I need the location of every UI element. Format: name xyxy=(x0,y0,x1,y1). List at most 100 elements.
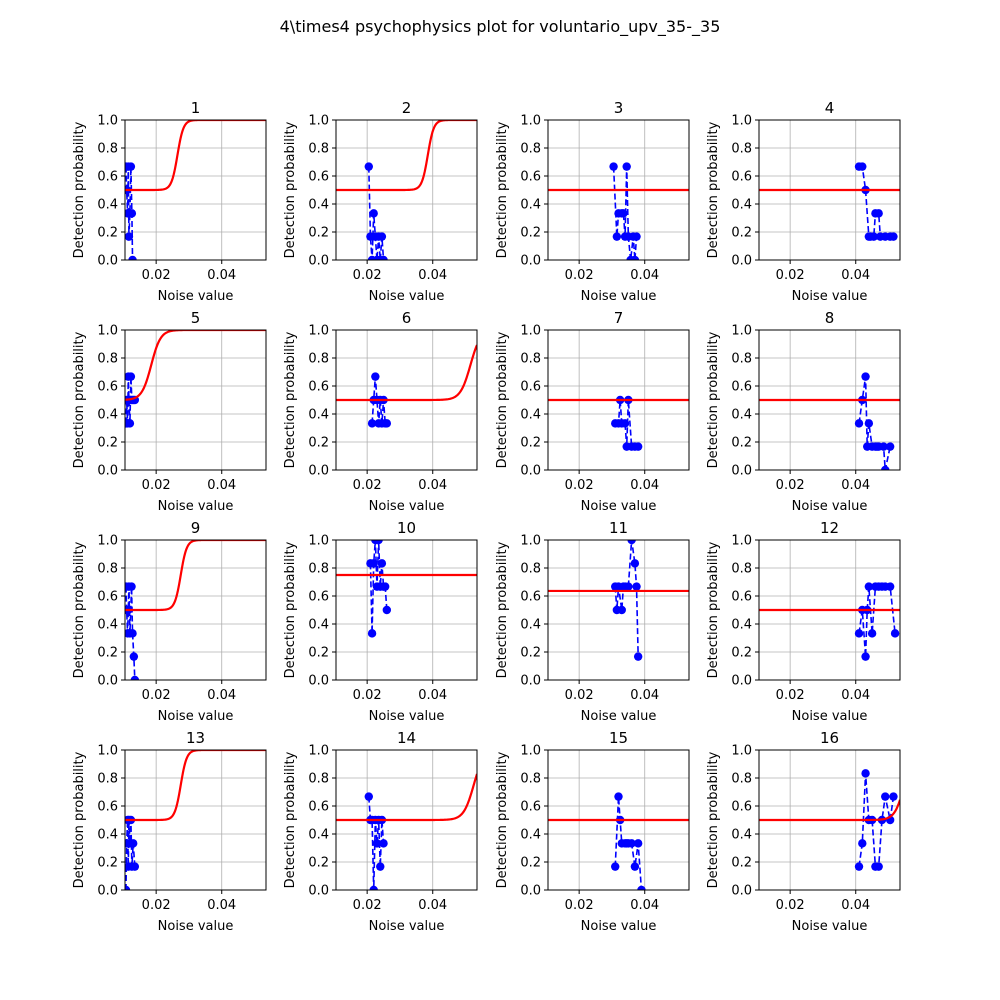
observed-data-point xyxy=(630,862,640,871)
x-axis-label: Noise value xyxy=(158,919,234,934)
y-axis-label: Detection probability xyxy=(283,331,298,468)
subplot-14: 0.0 0.2 0.4 0.6 0.8 1.0 0.02 0.04 Noise value Det… xyxy=(283,729,478,934)
observed-data-point xyxy=(612,232,622,241)
y-tick-label: 0.2 xyxy=(520,436,541,451)
observed-data-point xyxy=(609,162,618,171)
observed-data-point xyxy=(382,419,392,428)
x-axis-label: Noise value xyxy=(581,289,657,304)
y-tick-label: 0.8 xyxy=(731,142,752,157)
observed-data-point xyxy=(130,675,140,680)
plot-area xyxy=(336,540,477,638)
subplot-13: 0.0 0.2 0.4 0.6 0.8 1.0 0.02 0.04 Noise value Det… xyxy=(72,729,267,934)
y-tick-label: 0.0 xyxy=(520,464,541,479)
plot-area xyxy=(548,162,689,260)
y-axis-label: Detection probability xyxy=(72,331,87,468)
x-tick-label: 0.04 xyxy=(630,478,659,493)
plot-area xyxy=(548,792,689,890)
observed-series-line xyxy=(612,166,638,260)
observed-data-point xyxy=(874,862,883,871)
plot-area xyxy=(759,372,900,470)
subplot-title: 7 xyxy=(614,309,624,327)
observed-data-point xyxy=(376,862,385,871)
x-tick-label: 0.04 xyxy=(630,268,659,283)
subplot-title: 8 xyxy=(825,309,835,327)
axes-frame xyxy=(335,119,478,261)
y-axis-label: Detection probability xyxy=(706,121,721,258)
axes-frame xyxy=(124,119,267,261)
observed-data-point xyxy=(129,652,139,661)
subplot-7: 0.0 0.2 0.4 0.6 0.8 1.0 0.02 0.04 Noise value Det… xyxy=(495,309,690,514)
y-tick-label: 0.0 xyxy=(308,254,329,269)
x-tick-label: 0.04 xyxy=(841,688,870,703)
y-tick-label: 1.0 xyxy=(731,744,752,759)
y-tick-label: 0.4 xyxy=(308,618,329,633)
observed-data-point xyxy=(128,629,137,638)
x-tick-label: 0.04 xyxy=(841,268,870,283)
y-tick-label: 0.4 xyxy=(520,408,541,423)
y-tick-label: 1.0 xyxy=(97,744,118,759)
y-tick-label: 0.0 xyxy=(520,674,541,689)
subplot-11: 0.0 0.2 0.4 0.6 0.8 1.0 0.02 0.04 Noise value Det… xyxy=(495,519,690,724)
observed-data-point xyxy=(854,419,864,428)
y-tick-label: 0.6 xyxy=(520,800,541,815)
x-axis-label: Noise value xyxy=(369,709,445,724)
y-tick-label: 0.2 xyxy=(97,436,118,451)
subplot-6: 0.0 0.2 0.4 0.6 0.8 1.0 0.02 0.04 Noise value Det… xyxy=(283,309,478,514)
y-tick-label: 0.8 xyxy=(97,772,118,787)
x-axis-label: Noise value xyxy=(158,709,234,724)
observed-data-point xyxy=(885,442,895,451)
subplot-10: 0.0 0.2 0.4 0.6 0.8 1.0 0.02 0.04 Noise value Det… xyxy=(283,519,478,724)
y-tick-label: 0.4 xyxy=(731,828,752,843)
x-tick-label: 0.02 xyxy=(565,268,594,283)
observed-data-point xyxy=(126,162,136,171)
y-tick-label: 0.0 xyxy=(731,674,752,689)
x-axis-label: Noise value xyxy=(581,919,657,934)
observed-data-point xyxy=(861,372,870,381)
observed-data-point xyxy=(371,372,380,381)
y-tick-label: 0.8 xyxy=(97,142,118,157)
x-tick-label: 0.02 xyxy=(142,688,171,703)
x-tick-label: 0.02 xyxy=(353,898,382,913)
y-tick-label: 0.6 xyxy=(97,380,118,395)
x-tick-label: 0.02 xyxy=(776,898,805,913)
y-tick-label: 0.6 xyxy=(97,590,118,605)
y-tick-label: 1.0 xyxy=(520,114,541,129)
x-axis-label: Noise value xyxy=(581,709,657,724)
x-tick-label: 0.04 xyxy=(418,478,447,493)
y-tick-label: 0.0 xyxy=(97,884,118,899)
y-tick-label: 0.2 xyxy=(520,856,541,871)
y-tick-label: 0.2 xyxy=(731,436,752,451)
y-tick-label: 0.8 xyxy=(308,562,329,577)
observed-data-point xyxy=(614,792,623,801)
y-tick-label: 0.4 xyxy=(731,198,752,213)
x-tick-label: 0.02 xyxy=(353,688,382,703)
x-axis-label: Noise value xyxy=(792,709,868,724)
plot-area xyxy=(759,582,900,661)
x-tick-label: 0.02 xyxy=(142,898,171,913)
x-axis-label: Noise value xyxy=(158,499,234,514)
observed-data-point xyxy=(611,862,620,871)
subplot-3: 0.0 0.2 0.4 0.6 0.8 1.0 0.02 0.04 Noise value Det… xyxy=(495,99,690,304)
x-axis-label: Noise value xyxy=(369,289,445,304)
subplot-title: 14 xyxy=(397,729,416,747)
x-tick-label: 0.02 xyxy=(353,478,382,493)
x-tick-label: 0.04 xyxy=(207,898,236,913)
fit-curve xyxy=(336,344,477,402)
y-tick-label: 0.4 xyxy=(97,408,118,423)
y-tick-label: 0.4 xyxy=(731,618,752,633)
x-tick-label: 0.02 xyxy=(142,478,171,493)
y-tick-label: 1.0 xyxy=(308,114,329,129)
observed-data-point xyxy=(619,209,628,218)
observed-data-point xyxy=(632,582,641,591)
observed-data-point xyxy=(889,792,898,801)
y-tick-label: 0.4 xyxy=(308,828,329,843)
observed-data-point xyxy=(125,419,135,428)
observed-data-point xyxy=(367,629,377,638)
x-tick-label: 0.02 xyxy=(565,898,594,913)
figure-title: 4\times4 psychophysics plot for voluntar… xyxy=(280,17,721,37)
y-axis-label: Detection probability xyxy=(72,541,87,678)
observed-data-point xyxy=(885,582,895,591)
observed-data-point xyxy=(861,769,870,778)
axes-frame xyxy=(335,749,478,891)
